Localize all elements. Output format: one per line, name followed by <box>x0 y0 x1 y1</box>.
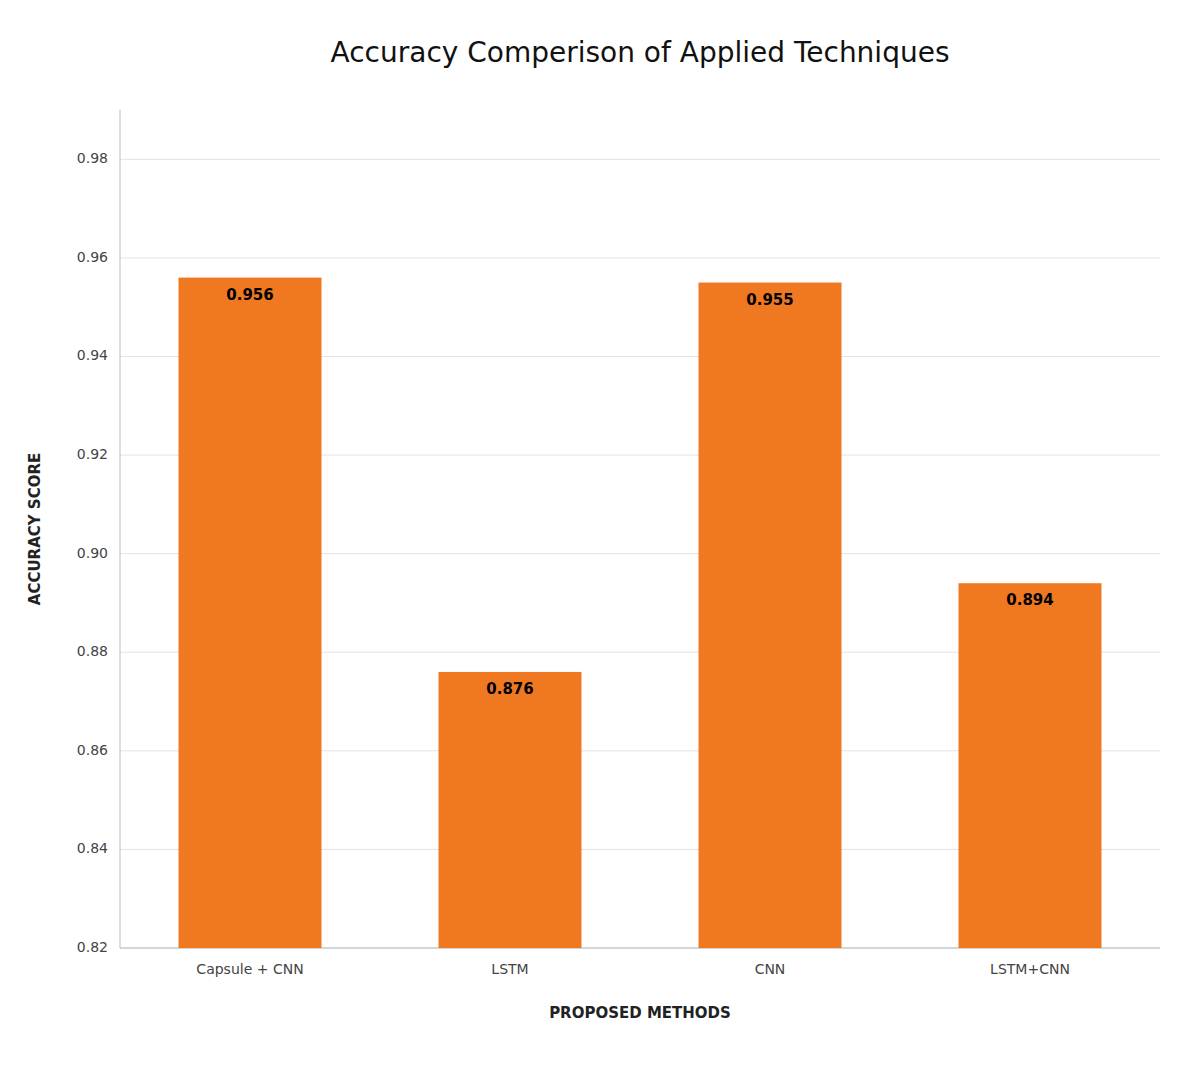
y-axis-title: ACCURACY SCORE <box>26 453 44 605</box>
chart: 0.82 0.84 0.86 0.88 0.90 0.92 0.94 0.96 0.98 0.95… <box>0 0 1200 1068</box>
y-tick-label: 0.82 <box>77 939 108 955</box>
grid <box>120 159 1160 948</box>
y-tick-label: 0.86 <box>77 742 108 758</box>
chart-container: 0.82 0.84 0.86 0.88 0.90 0.92 0.94 0.96 0.98 0.95… <box>0 0 1200 1068</box>
x-tick-label: LSTM <box>491 961 528 977</box>
data-label: 0.955 <box>746 291 793 309</box>
y-tick-label: 0.96 <box>77 249 108 265</box>
y-axis-line <box>120 110 121 948</box>
data-label: 0.894 <box>1006 591 1053 609</box>
grid-line <box>120 159 1160 160</box>
y-tick-label: 0.92 <box>77 446 108 462</box>
x-axis-title: PROPOSED METHODS <box>549 1004 731 1022</box>
x-tick-label: CNN <box>755 961 786 977</box>
y-tick-label: 0.90 <box>77 545 108 561</box>
data-label: 0.876 <box>486 680 533 698</box>
y-tick-label: 0.94 <box>77 347 108 363</box>
y-ticks: 0.82 0.84 0.86 0.88 0.90 0.92 0.94 0.96 0.98 <box>77 150 108 955</box>
y-tick-label: 0.84 <box>77 840 108 856</box>
bar <box>959 583 1102 948</box>
data-label: 0.956 <box>226 286 273 304</box>
x-tick-label: LSTM+CNN <box>990 961 1070 977</box>
grid-line <box>120 257 1160 258</box>
bars <box>179 278 1102 948</box>
bar <box>439 672 582 948</box>
chart-title: Accuracy Comperison of Applied Technique… <box>331 36 950 69</box>
x-tick-label: Capsule + CNN <box>196 961 303 977</box>
data-labels: 0.956 0.876 0.955 0.894 <box>226 286 1053 698</box>
bar <box>699 283 842 948</box>
x-ticks: Capsule + CNN LSTM CNN LSTM+CNN <box>196 961 1070 977</box>
y-tick-label: 0.88 <box>77 643 108 659</box>
bar <box>179 278 322 948</box>
y-tick-label: 0.98 <box>77 150 108 166</box>
